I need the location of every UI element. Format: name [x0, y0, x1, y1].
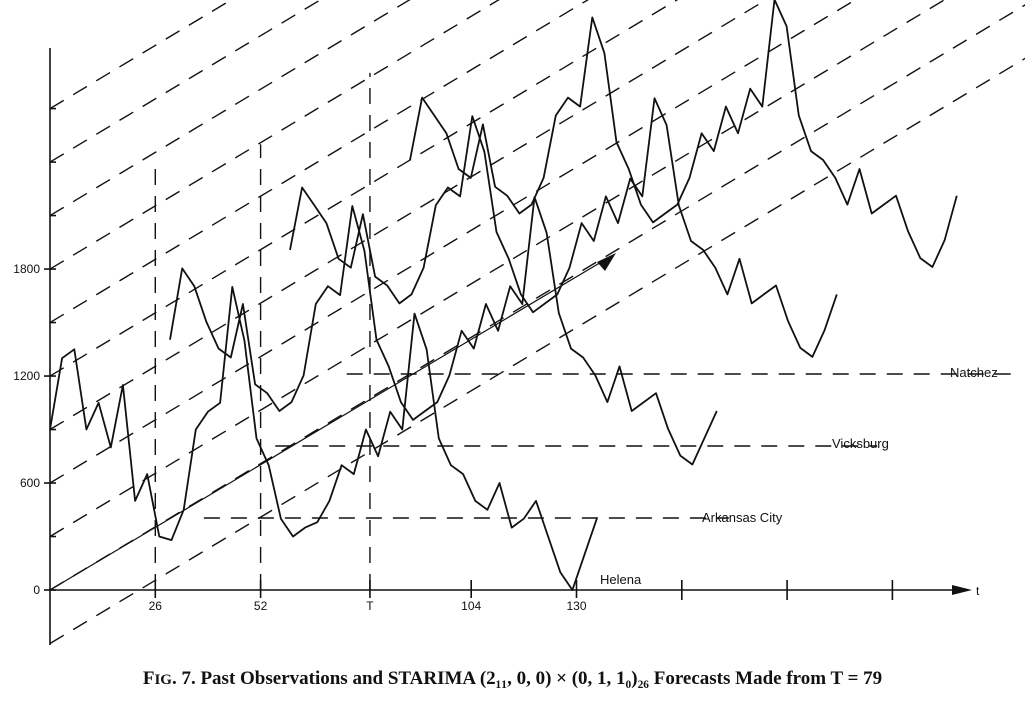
- site-labels: Helena Arkansas City Vicksburg Natchez: [600, 365, 998, 587]
- x-tick-label: T: [366, 599, 374, 613]
- oblique-grid-line: [49, 4, 1025, 591]
- site-label-arkansas-city: Arkansas City: [702, 510, 783, 525]
- oblique-grid-line: [49, 0, 233, 110]
- y-tick-label: 0: [33, 583, 40, 597]
- caption-text: . 7. Past Observations and STARIMA (2₁₁,…: [171, 668, 883, 689]
- oblique-grid-line: [49, 57, 1025, 645]
- x-tick-label: 52: [254, 599, 268, 613]
- oblique-grid-line: [49, 0, 679, 377]
- x-tick-label: 130: [566, 599, 586, 613]
- y-tick-label: 600: [20, 476, 40, 490]
- caption-prefix: F: [142, 668, 155, 689]
- x-tick-label: 26: [149, 599, 163, 613]
- y-tick-label: 1200: [13, 369, 40, 383]
- oblique-grid-line: [49, 0, 589, 324]
- x-axis-arrowhead: [952, 585, 972, 595]
- series-line-helena: [49, 285, 598, 591]
- series-lines: [49, 0, 958, 591]
- series-line-vicksburg: [289, 97, 838, 358]
- grid-lines: [49, 0, 1025, 645]
- depth-axis-arrowhead: [597, 253, 616, 271]
- caption-prefix-smallcaps: IG: [154, 672, 172, 688]
- y-ticks: 0 600 1200 1800: [13, 107, 56, 597]
- x-tick-label: 104: [461, 599, 481, 613]
- x-axis-label: t: [976, 584, 980, 598]
- site-label-vicksburg: Vicksburg: [832, 436, 889, 451]
- oblique-grid-line: [49, 0, 500, 270]
- site-label-natchez: Natchez: [950, 365, 998, 380]
- oblique-grid-line: [49, 0, 411, 217]
- x-ticks: 26 52 T 104 130: [149, 580, 894, 613]
- oblique-grid-line: [49, 0, 946, 538]
- depth-axis: [49, 257, 609, 591]
- y-tick-label: 1800: [13, 262, 40, 276]
- figure-caption: FIG. 7. Past Observations and STARIMA (2…: [0, 668, 1025, 690]
- site-label-helena: Helena: [600, 572, 642, 587]
- oblique-grid-line: [49, 0, 857, 484]
- series-line-natchez: [409, 0, 958, 268]
- series-line-arkansas-city: [169, 196, 718, 466]
- oblique-grid-line: [49, 0, 768, 431]
